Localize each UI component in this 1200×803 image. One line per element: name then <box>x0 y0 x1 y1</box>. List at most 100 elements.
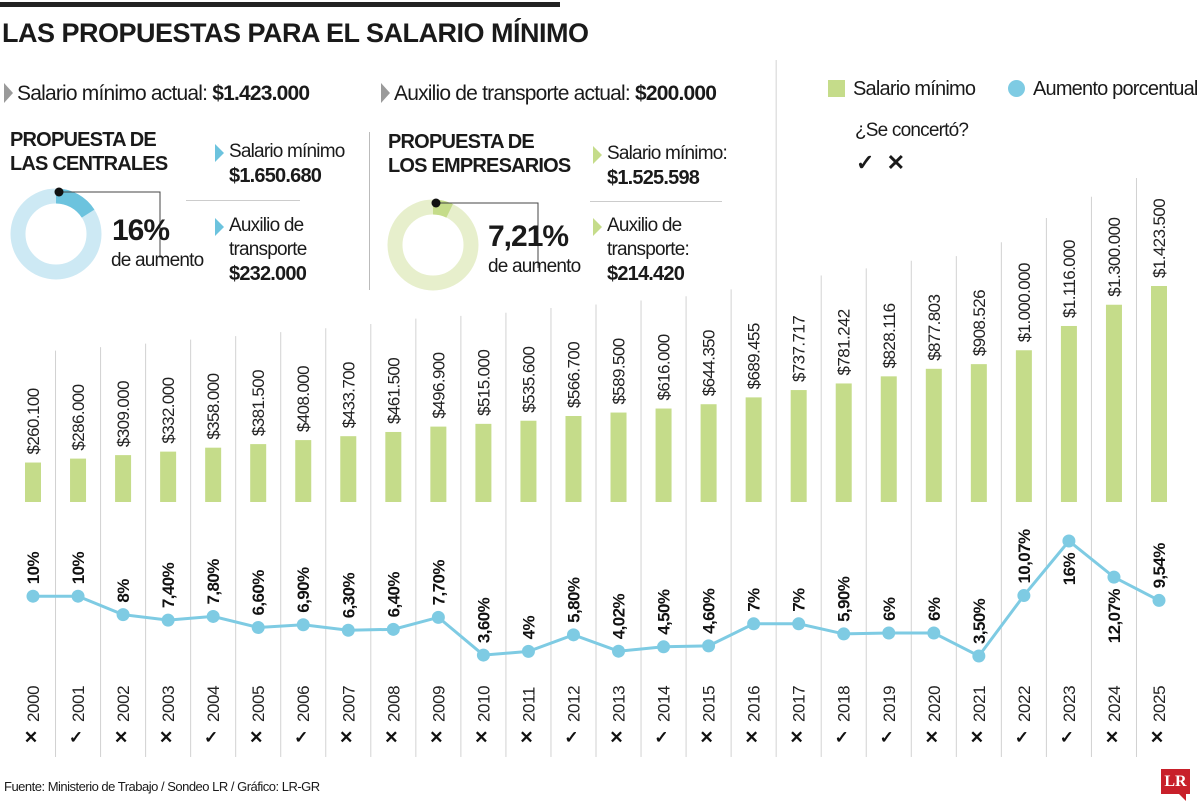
empresarios-salary: Salario mínimo: $1.525.598 <box>593 142 728 191</box>
empresarios-donut <box>387 198 539 291</box>
year-label: 2024 <box>1105 686 1124 722</box>
increase-label: 3,60% <box>474 597 493 643</box>
current-transport: Auxilio de transporte actual: $200.000 <box>381 82 717 106</box>
check-icon: ✓ <box>880 728 894 747</box>
check-icon: ✓ <box>856 150 875 175</box>
cross-icon: ✕ <box>114 728 128 747</box>
legend-swatch-salary <box>828 80 845 97</box>
salary-label: $309.000 <box>114 381 133 447</box>
increase-point <box>386 622 400 636</box>
increase-label: 7% <box>790 588 809 612</box>
increase-point <box>747 617 761 631</box>
salary-bar <box>1060 325 1077 502</box>
cross-icon: ✕ <box>745 728 759 747</box>
increase-label: 4,50% <box>655 589 674 635</box>
salary-bar <box>430 426 447 502</box>
increase-label: 4,02% <box>610 594 629 640</box>
salary-bar <box>1015 350 1032 502</box>
centrales-heading: PROPUESTA DE LAS CENTRALES <box>10 128 168 176</box>
cross-icon: ✕ <box>1150 728 1164 747</box>
salary-bar <box>115 455 132 502</box>
year-label: 2019 <box>880 686 899 722</box>
salary-label: $381.500 <box>249 370 268 436</box>
centrales-percent: 16% <box>112 214 170 247</box>
current-salary: Salario mínimo actual: $1.423.000 <box>4 82 310 106</box>
year-label: 2014 <box>655 686 674 722</box>
increase-label: 7,80% <box>204 559 223 605</box>
current-salary-value: $1.423.000 <box>212 82 310 105</box>
divider <box>186 200 300 201</box>
year-label: 2020 <box>925 686 944 722</box>
increase-label: 6% <box>880 597 899 621</box>
salary-bar <box>565 416 582 502</box>
salary-label: $286.000 <box>69 384 88 450</box>
salary-label: $260.100 <box>24 388 43 454</box>
triangle-icon <box>215 144 224 162</box>
year-label: 2016 <box>745 686 764 722</box>
leader-line <box>436 202 539 268</box>
year-label: 2008 <box>384 686 403 722</box>
year-label: 2001 <box>69 686 88 722</box>
triangle-icon <box>4 83 13 103</box>
current-salary-label: Salario mínimo actual: <box>17 82 208 105</box>
salary-bar <box>340 436 357 502</box>
salary-label: $1.116.000 <box>1060 240 1079 318</box>
centrales-salary: Salario mínimo $1.650.680 <box>215 140 345 189</box>
salary-label: $515.000 <box>474 350 493 416</box>
year-label: 2015 <box>700 686 719 722</box>
divider <box>590 201 722 202</box>
cross-icon: ✕ <box>925 728 939 747</box>
year-label: 2011 <box>519 687 538 722</box>
current-transport-value: $200.000 <box>635 82 717 105</box>
empresarios-heading: PROPUESTA DE LOS EMPRESARIOS <box>388 130 571 178</box>
salary-bar <box>25 462 41 502</box>
top-rule <box>0 2 560 7</box>
cross-icon: ✕ <box>519 728 533 747</box>
cross-icon: ✕ <box>24 728 38 747</box>
source-note: Fuente: Ministerio de Trabajo / Sondeo L… <box>4 779 320 794</box>
increase-label: 9,54% <box>1150 543 1169 589</box>
centrales-percent-caption: de aumento <box>111 250 204 271</box>
increase-label: 10% <box>69 551 88 584</box>
salary-label: $908.526 <box>970 290 989 356</box>
salary-label: $589.500 <box>610 338 629 404</box>
triangle-icon <box>215 218 224 236</box>
increase-label: 7,70% <box>429 560 448 606</box>
year-label: 2007 <box>339 686 358 722</box>
salary-label: $566.700 <box>564 342 583 408</box>
current-transport-label: Auxilio de transporte actual: <box>394 82 631 105</box>
salary-label: $689.455 <box>745 323 764 389</box>
salary-bar <box>520 420 537 502</box>
year-label: 2004 <box>204 686 223 722</box>
salary-bar <box>925 368 942 502</box>
legend-label-salary: Salario mínimo <box>853 78 976 100</box>
salary-label: $737.717 <box>790 316 809 382</box>
increase-point <box>251 620 265 634</box>
salary-bar <box>385 431 402 502</box>
salary-label: $616.000 <box>655 334 674 400</box>
year-label: 2003 <box>159 686 178 722</box>
check-icon: ✓ <box>1015 728 1029 747</box>
salary-label: $1.000.000 <box>1015 263 1034 342</box>
increase-label: 4,60% <box>700 588 719 634</box>
salary-bar <box>295 440 312 502</box>
empresarios-salary-label: Salario mínimo: <box>607 143 728 164</box>
centrales-salary-value: $1.650.680 <box>229 165 322 187</box>
empresarios-heading-line2: LOS EMPRESARIOS <box>388 155 571 177</box>
cross-icon: ✕ <box>474 728 488 747</box>
increase-point <box>612 644 626 658</box>
salary-label: $461.500 <box>384 358 403 424</box>
cross-icon: ✕ <box>429 728 443 747</box>
increase-label: 12,07% <box>1105 589 1124 644</box>
increase-label: 8% <box>114 579 133 603</box>
increase-label: 10,07% <box>1015 529 1034 584</box>
cross-icon: ✕ <box>970 728 984 747</box>
leader-dot <box>431 198 441 208</box>
increase-point <box>657 640 671 654</box>
empresarios-transport: Auxilio de transporte: $214.420 <box>593 214 690 287</box>
cross-icon: ✕ <box>159 728 173 747</box>
increase-label: 5,90% <box>835 576 854 622</box>
increase-point <box>341 623 355 637</box>
salary-label: $433.700 <box>339 362 358 428</box>
